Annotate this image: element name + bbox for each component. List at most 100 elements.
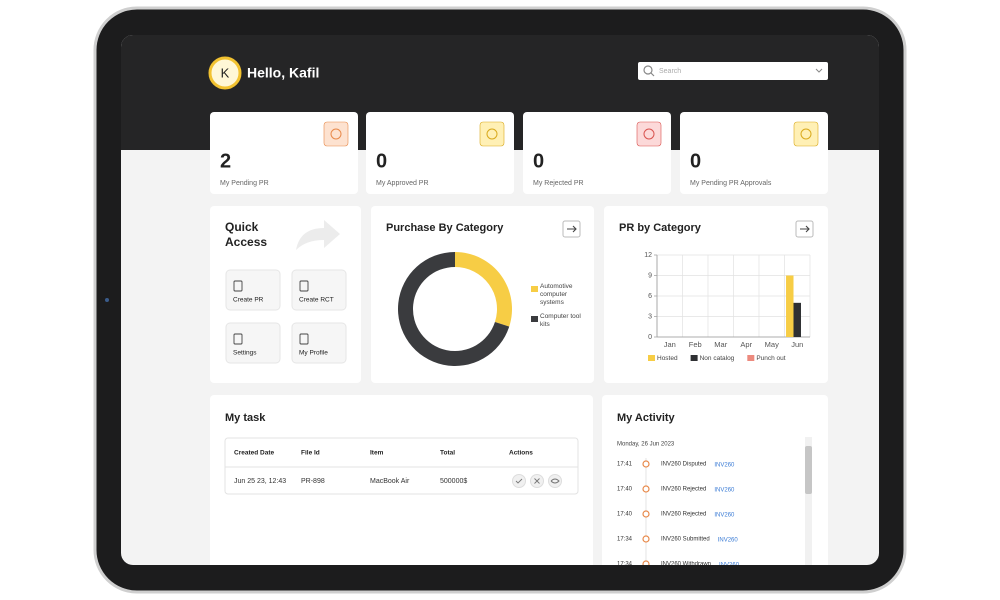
activity-link[interactable]: INV260	[718, 538, 739, 544]
stat-value: 2	[220, 150, 231, 172]
y-tick-label: 6	[648, 293, 652, 300]
scroll-track	[805, 437, 812, 565]
avatar[interactable]	[208, 56, 242, 90]
legend-label: Hosted	[657, 355, 678, 362]
legend-swatch	[531, 316, 538, 322]
decor-arrow	[296, 220, 340, 250]
activity-text: INV260 Submitted	[661, 537, 710, 543]
legend-swatch	[747, 355, 755, 361]
search-chevron	[815, 68, 823, 73]
action-button[interactable]	[548, 474, 562, 488]
tile-icon	[299, 333, 309, 345]
section-title: My Activity	[617, 412, 676, 424]
activity-link[interactable]: INV260	[714, 463, 735, 469]
stat-label: My Pending PR Approvals	[690, 180, 772, 187]
x-tick-label: Mar	[714, 340, 727, 349]
search-placeholder: Search	[659, 68, 681, 75]
donut-slice	[455, 252, 512, 327]
legend-swatch	[690, 355, 698, 361]
activity-dot	[642, 535, 650, 543]
quick-access-tile[interactable]	[225, 269, 281, 311]
activity-time: 17:40	[617, 512, 633, 518]
section-title: My task	[225, 412, 266, 424]
stat-value: 0	[690, 150, 701, 172]
stat-label: My Approved PR	[376, 180, 429, 187]
activity-card	[602, 395, 828, 565]
stat-value: 0	[376, 150, 387, 172]
table-cell: Jun 25 23, 12:43	[234, 478, 286, 485]
table-header: Created Date	[234, 450, 274, 457]
action-icon	[550, 478, 560, 484]
y-tick-label: 3	[648, 313, 652, 320]
stat-icon-glyph	[643, 128, 655, 140]
y-tick-label: 9	[648, 272, 652, 279]
arrow-icon	[567, 225, 577, 233]
bar	[793, 302, 801, 337]
y-tick-label: 0	[648, 334, 652, 341]
stat-icon	[636, 121, 662, 147]
x-tick-label: May	[765, 340, 779, 349]
stat-icon	[323, 121, 349, 147]
x-tick-label: Feb	[689, 340, 702, 349]
table-cell: MacBook Air	[370, 478, 410, 485]
x-tick-label: Jun	[791, 340, 803, 349]
stat-label: My Rejected PR	[533, 180, 584, 187]
activity-time: 17:34	[617, 562, 633, 568]
table-header: Total	[440, 450, 455, 457]
x-tick-label: Apr	[740, 340, 752, 349]
search-icon	[650, 72, 655, 77]
quick-access-title: Quick Access	[225, 220, 268, 249]
quick-access-label: Settings	[233, 350, 257, 357]
x-tick-label: Jan	[664, 340, 676, 349]
stat-label: My Pending PR	[220, 180, 269, 187]
action-button[interactable]	[512, 474, 526, 488]
quick-access-label: Create PR	[233, 297, 264, 304]
stat-icon	[479, 121, 505, 147]
tile-icon	[233, 280, 243, 292]
legend-label: Non catalog	[700, 355, 735, 362]
activity-text: INV260 Withdrawn	[661, 562, 711, 568]
activity-link[interactable]: INV260	[714, 488, 735, 494]
activity-dot	[642, 460, 650, 468]
quick-access-tile[interactable]	[225, 322, 281, 364]
scroll-thumb[interactable]	[805, 446, 812, 494]
quick-access-title-box: Quick Access	[225, 220, 268, 249]
table-cell: 500000$	[440, 478, 467, 485]
greeting: Hello, Kafil	[247, 65, 319, 81]
avatar-letter: K	[221, 65, 230, 80]
activity-text: INV260 Rejected	[661, 512, 706, 518]
chart-title: Purchase By Category	[386, 222, 504, 234]
legend-label: Automotive computer systems	[540, 283, 573, 307]
legend-swatch	[648, 355, 655, 361]
stat-value: 0	[533, 150, 544, 172]
quick-access-tile[interactable]	[291, 269, 347, 311]
y-tick-label: 12	[644, 252, 652, 259]
activity-date: Monday, 26 Jun 2023	[617, 442, 675, 448]
activity-link[interactable]: INV260	[719, 563, 740, 569]
table-cell: PR-898	[301, 478, 325, 485]
table-header: Item	[370, 450, 384, 457]
bar	[786, 275, 794, 337]
search-box[interactable]	[638, 62, 828, 80]
action-icon	[515, 478, 523, 484]
tile-icon	[299, 280, 309, 292]
quick-access-label: My Profile	[299, 350, 328, 357]
stat-icon-glyph	[800, 128, 812, 140]
stat-card	[523, 112, 671, 194]
chart-card	[371, 206, 594, 383]
stat-card	[680, 112, 828, 194]
stat-card	[210, 112, 358, 194]
legend-label-box: Computer tool kits	[540, 313, 581, 329]
tile-icon	[233, 333, 243, 345]
stat-card	[366, 112, 514, 194]
quick-access-tile[interactable]	[291, 322, 347, 364]
stat-icon-glyph	[330, 128, 342, 140]
legend-label: Computer tool kits	[540, 313, 581, 329]
activity-text: INV260 Disputed	[661, 462, 706, 468]
legend-label-box: Automotive computer systems	[540, 283, 573, 307]
stat-icon-glyph	[486, 128, 498, 140]
activity-text: INV260 Rejected	[661, 487, 706, 493]
activity-link[interactable]: INV260	[714, 513, 735, 519]
